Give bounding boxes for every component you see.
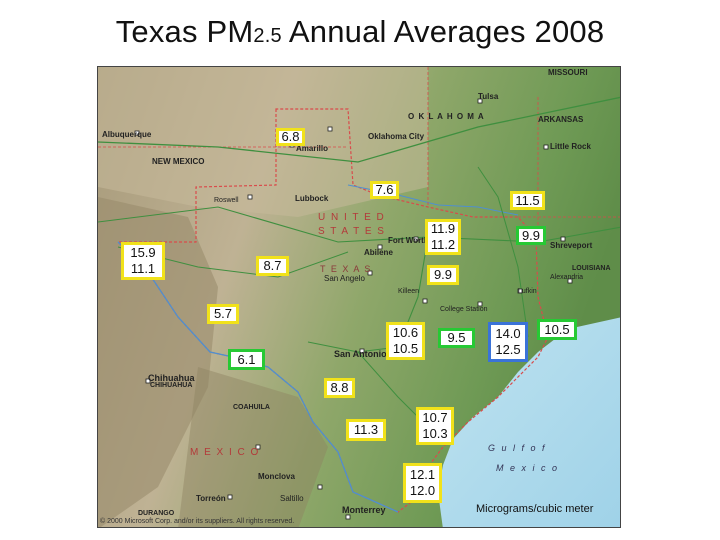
label-coahuila: COAHUILA (233, 404, 270, 411)
reading-value-2: 12.0 (409, 483, 436, 498)
gulf-water (438, 317, 620, 527)
reading-value: 6.1 (237, 351, 256, 367)
label-albuquerque: Albuquerque (102, 130, 152, 139)
reading-value: 8.7 (263, 258, 282, 273)
label-oklahoma-city: Oklahoma City (368, 132, 425, 141)
reading-houston[interactable]: 14.0 12.5 (488, 322, 528, 362)
map-graphic: MISSOURI O K L A H O M A ARKANSAS NEW ME… (98, 67, 620, 527)
reading-value-2: 10.5 (392, 341, 419, 356)
label-new-mexico: NEW MEXICO (152, 157, 204, 166)
page-title: Texas PM2.5 Annual Averages 2008 (0, 14, 720, 50)
copyright-notice: © 2000 Microsoft Corp. and/or its suppli… (100, 518, 295, 525)
reading-laredo-north[interactable]: 8.8 (324, 378, 355, 398)
reading-corpus-christi[interactable]: 10.7 10.3 (416, 407, 454, 445)
title-main: Texas PM (115, 14, 254, 49)
label-san-angelo: San Angelo (324, 274, 365, 283)
label-monterrey: Monterrey (342, 505, 386, 515)
reading-laredo[interactable]: 11.3 (346, 419, 386, 441)
reading-value-2: 10.3 (422, 426, 448, 441)
label-college-station: College Station (440, 306, 488, 313)
label-abilene: Abilene (364, 248, 393, 257)
reading-dallas[interactable]: 11.9 11.2 (425, 219, 461, 255)
label-shreveport: Shreveport (550, 241, 593, 250)
reading-northeast[interactable]: 11.5 (510, 191, 545, 210)
reading-value: 8.8 (330, 380, 349, 395)
reading-value-2: 11.1 (130, 261, 156, 276)
reading-value: 7.6 (375, 182, 394, 197)
reading-value: 12.1 (409, 467, 436, 482)
reading-value: 6.8 (281, 129, 300, 144)
reading-value: 14.0 (495, 326, 521, 341)
reading-beaumont[interactable]: 10.5 (537, 319, 577, 340)
title-rest: Annual Averages 2008 (281, 14, 605, 49)
reading-value-2: 12.5 (495, 342, 521, 357)
reading-value: 11.3 (353, 422, 379, 437)
label-tulsa: Tulsa (478, 92, 499, 101)
label-amarillo: Amarillo (296, 144, 328, 153)
label-lubbock: Lubbock (295, 194, 329, 203)
label-chihuahua-state: CHIHUAHUA (150, 382, 192, 389)
reading-waco[interactable]: 9.9 (427, 265, 459, 285)
label-texas: T E X A S (320, 264, 372, 274)
reading-amarillo[interactable]: 6.8 (276, 128, 305, 146)
reading-value: 11.9 (430, 221, 456, 236)
label-louisiana: LOUISIANA (572, 265, 611, 272)
reading-value: 9.5 (447, 330, 466, 345)
reading-big-bend[interactable]: 5.7 (207, 304, 239, 324)
reading-value: 9.9 (433, 267, 453, 282)
label-lufkin: Lufkin (518, 288, 537, 295)
reading-el-paso[interactable]: 15.9 11.1 (121, 242, 165, 280)
reading-value: 15.9 (130, 245, 156, 260)
units-label: Micrograms/cubic meter (476, 503, 594, 515)
label-torreon: Torreón (196, 494, 226, 503)
label-chihuahua: Chihuahua (148, 373, 195, 383)
reading-lubbock[interactable]: 7.6 (370, 181, 399, 199)
reading-value: 11.5 (515, 192, 540, 208)
reading-value: 9.9 (521, 227, 541, 243)
reading-brownsville[interactable]: 12.1 12.0 (403, 463, 442, 503)
label-states: S T A T E S (318, 226, 385, 237)
label-little-rock: Little Rock (550, 142, 591, 151)
label-alexandria: Alexandria (550, 274, 583, 281)
label-durango: DURANGO (138, 510, 175, 517)
reading-midland[interactable]: 8.7 (256, 256, 289, 276)
reading-value: 10.7 (422, 410, 448, 425)
label-mexico: M E X I C O (190, 447, 260, 458)
label-roswell: Roswell (214, 197, 239, 204)
label-united: U N I T E D (318, 212, 385, 223)
label-saltillo: Saltillo (280, 494, 304, 503)
label-san-antonio: San Antonio (334, 349, 387, 359)
label-fort-worth: Fort Worth (388, 236, 429, 245)
label-killeen: Killeen (398, 288, 419, 295)
reading-value: 10.5 (544, 321, 570, 337)
reading-austin[interactable]: 10.6 10.5 (386, 322, 425, 360)
reading-houston-west[interactable]: 9.5 (438, 328, 475, 348)
label-missouri: MISSOURI (548, 68, 588, 77)
label-arkansas: ARKANSAS (538, 115, 584, 124)
reading-tyler[interactable]: 9.9 (516, 226, 546, 245)
label-oklahoma: O K L A H O M A (408, 112, 485, 121)
label-gulf-mexico: M e x i c o (496, 463, 559, 473)
reading-value-2: 11.2 (430, 237, 456, 252)
map-panel[interactable]: MISSOURI O K L A H O M A ARKANSAS NEW ME… (97, 66, 621, 528)
reading-value: 10.6 (392, 325, 419, 340)
label-monclova: Monclova (258, 472, 295, 481)
title-subscript: 2.5 (253, 25, 282, 47)
reading-value: 5.7 (213, 306, 233, 321)
label-gulf: G u l f o f (488, 443, 547, 453)
reading-del-rio[interactable]: 6.1 (228, 349, 265, 370)
